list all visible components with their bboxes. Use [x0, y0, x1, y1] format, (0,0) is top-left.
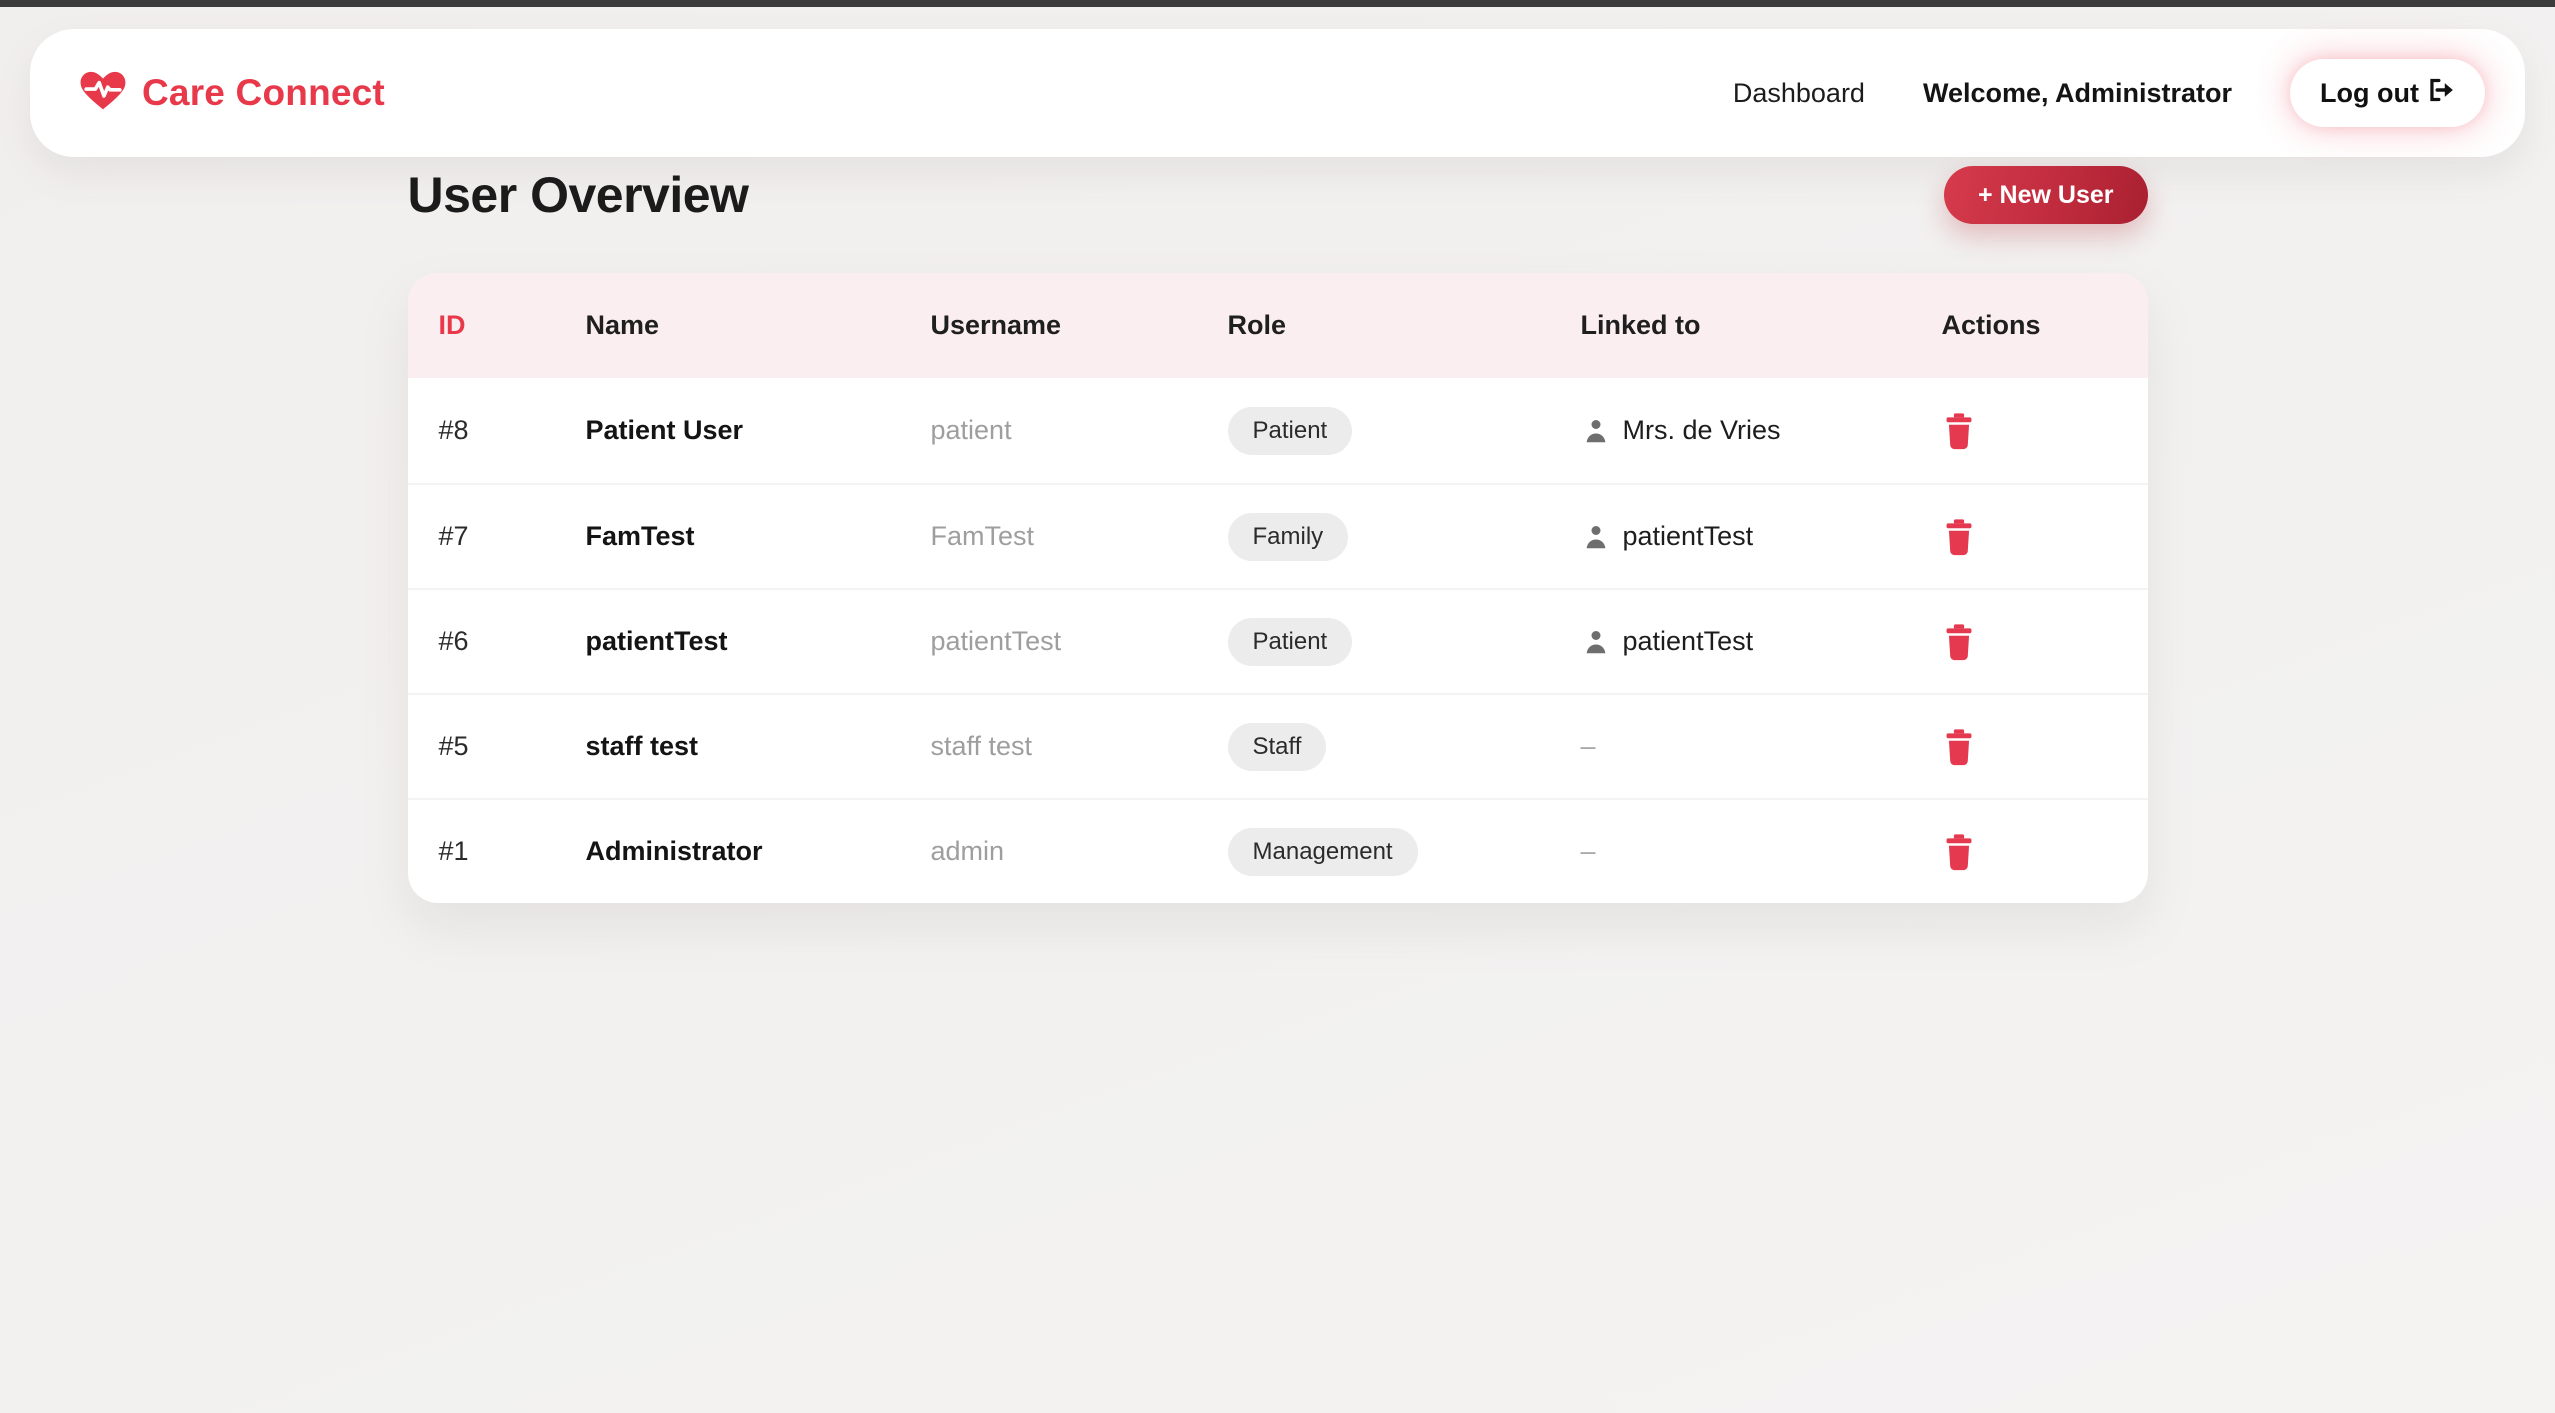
user-role-cell: Family — [1227, 512, 1581, 561]
actions-cell — [1942, 412, 2148, 450]
user-name: Patient User — [585, 415, 744, 445]
user-username: FamTest — [930, 521, 1035, 551]
user-role-cell: Staff — [1227, 722, 1581, 771]
user-id: #1 — [438, 836, 469, 866]
linked-to-name: – — [1580, 836, 1596, 866]
actions-cell — [1942, 728, 2148, 766]
heart-pulse-icon — [80, 70, 126, 117]
trash-icon — [1942, 623, 1976, 661]
linked-to-name: patientTest — [1622, 626, 1754, 656]
user-id: #6 — [438, 626, 469, 656]
user-id: #5 — [438, 731, 469, 761]
users-table: ID Name Username Role Linked to Actions … — [407, 273, 2148, 903]
linked-to-cell: Mrs. de Vries — [1581, 415, 1942, 446]
new-user-button[interactable]: + New User — [1944, 166, 2148, 224]
trash-icon — [1942, 518, 1976, 556]
logout-icon — [2427, 77, 2455, 110]
welcome-text: Welcome, Administrator — [1922, 77, 2233, 108]
role-badge: Patient — [1227, 617, 1353, 666]
user-name: FamTest — [585, 521, 695, 551]
user-username: patient — [930, 415, 1012, 445]
linked-to-name: patientTest — [1622, 521, 1754, 551]
person-icon — [1581, 416, 1611, 446]
delete-user-button[interactable] — [1942, 728, 1976, 766]
column-header-linked: Linked to — [1580, 310, 1701, 340]
table-row: #8 Patient User patient Patient Mrs. de … — [408, 378, 2148, 483]
user-role-cell: Management — [1227, 827, 1581, 876]
user-id: #8 — [438, 415, 469, 445]
brand-logo: Care Connect — [80, 70, 385, 117]
linked-to-cell: – — [1581, 836, 1942, 867]
header-nav: Dashboard Welcome, Administrator Log out — [1733, 59, 2485, 127]
table-row: #5 staff test staff test Staff – — [407, 693, 2148, 798]
top-accent-bar — [0, 0, 2555, 7]
column-header-username: Username — [930, 310, 1062, 340]
brand-name: Care Connect — [142, 72, 385, 113]
table-row: #1 Administrator admin Management – — [407, 798, 2148, 903]
actions-cell — [1942, 518, 2148, 556]
delete-user-button[interactable] — [1942, 518, 1976, 556]
role-badge: Family — [1227, 512, 1349, 561]
user-id: #7 — [438, 521, 469, 551]
delete-user-button[interactable] — [1942, 623, 1976, 661]
linked-to-cell: patientTest — [1581, 626, 1942, 657]
user-name: Administrator — [585, 836, 763, 866]
actions-cell — [1942, 833, 2148, 871]
role-badge: Management — [1227, 827, 1418, 876]
linked-to-cell: – — [1581, 731, 1942, 762]
actions-cell — [1942, 623, 2148, 661]
user-username: admin — [930, 836, 1005, 866]
user-role-cell: Patient — [1227, 617, 1581, 666]
page-title: User Overview — [407, 167, 749, 223]
user-username: staff test — [930, 731, 1033, 761]
role-badge: Staff — [1227, 722, 1327, 771]
user-role-cell: Patient — [1227, 406, 1581, 455]
logout-button[interactable]: Log out — [2290, 59, 2485, 127]
trash-icon — [1942, 728, 1976, 766]
column-header-role: Role — [1227, 310, 1287, 340]
delete-user-button[interactable] — [1942, 412, 1976, 450]
table-row: #7 FamTest FamTest Family patientTest — [407, 483, 2148, 588]
linked-to-name: Mrs. de Vries — [1622, 415, 1781, 445]
delete-user-button[interactable] — [1942, 833, 1976, 871]
user-name: staff test — [585, 731, 699, 761]
linked-to-name: – — [1580, 731, 1596, 761]
app-header: Care Connect Dashboard Welcome, Administ… — [30, 29, 2525, 157]
user-name: patientTest — [585, 626, 728, 656]
column-header-id: ID — [438, 310, 466, 340]
linked-to-cell: patientTest — [1581, 521, 1942, 552]
table-row: #6 patientTest patientTest Patient patie… — [407, 588, 2148, 693]
trash-icon — [1942, 833, 1976, 871]
trash-icon — [1942, 412, 1976, 450]
person-icon — [1581, 627, 1611, 657]
user-username: patientTest — [930, 626, 1062, 656]
logout-button-label: Log out — [2320, 77, 2419, 108]
table-body: #8 Patient User patient Patient Mrs. de … — [407, 378, 2148, 903]
column-header-name: Name — [585, 310, 660, 340]
column-header-actions: Actions — [1941, 310, 2041, 340]
person-icon — [1581, 522, 1611, 552]
role-badge: Patient — [1227, 406, 1353, 455]
table-header-row: ID Name Username Role Linked to Actions — [407, 273, 2148, 378]
nav-dashboard-link[interactable]: Dashboard — [1732, 77, 1865, 108]
